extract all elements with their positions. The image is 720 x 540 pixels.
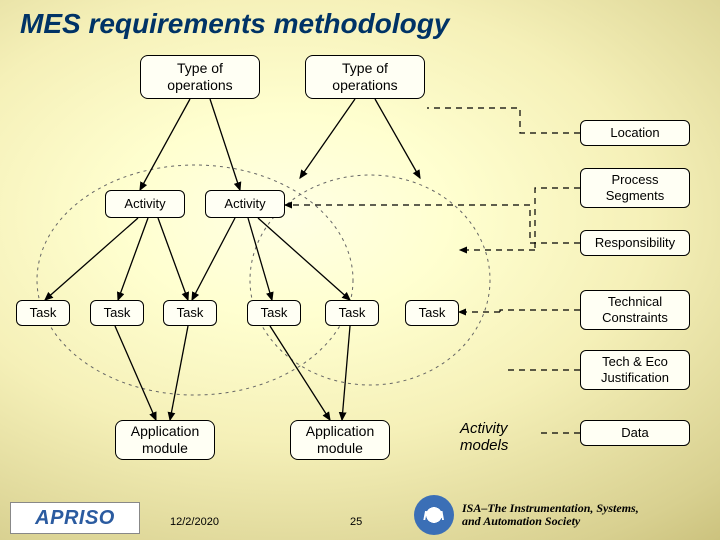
activity-box-1: Activity [105, 190, 185, 218]
tech-eco-justification-box: Tech & EcoJustification [580, 350, 690, 390]
isa-logo-text: ISA–The Instrumentation, Systems,and Aut… [462, 502, 639, 527]
technical-constraints-box: TechnicalConstraints [580, 290, 690, 330]
type-of-operations-box-1: Type ofoperations [140, 55, 260, 99]
type-of-operations-box-2: Type ofoperations [305, 55, 425, 99]
application-module-box-2: Applicationmodule [290, 420, 390, 460]
task-box: Task [325, 300, 379, 326]
task-box: Task [90, 300, 144, 326]
location-box: Location [580, 120, 690, 146]
task-box: Task [405, 300, 459, 326]
isa-logo: ISA ISA–The Instrumentation, Systems,and… [414, 494, 714, 536]
activity-box-2: Activity [205, 190, 285, 218]
footer-page: 25 [350, 516, 362, 528]
task-box: Task [16, 300, 70, 326]
isa-roundel-icon: ISA [414, 495, 454, 535]
apriso-logo: APRISO [10, 502, 140, 534]
footer-date: 12/2/2020 [170, 516, 219, 528]
responsibility-box: Responsibility [580, 230, 690, 256]
page-title: MES requirements methodology [20, 8, 449, 40]
data-box: Data [580, 420, 690, 446]
task-box: Task [163, 300, 217, 326]
process-segments-box: ProcessSegments [580, 168, 690, 208]
activity-models-label: Activitymodels [460, 420, 508, 454]
application-module-box-1: Applicationmodule [115, 420, 215, 460]
task-box: Task [247, 300, 301, 326]
